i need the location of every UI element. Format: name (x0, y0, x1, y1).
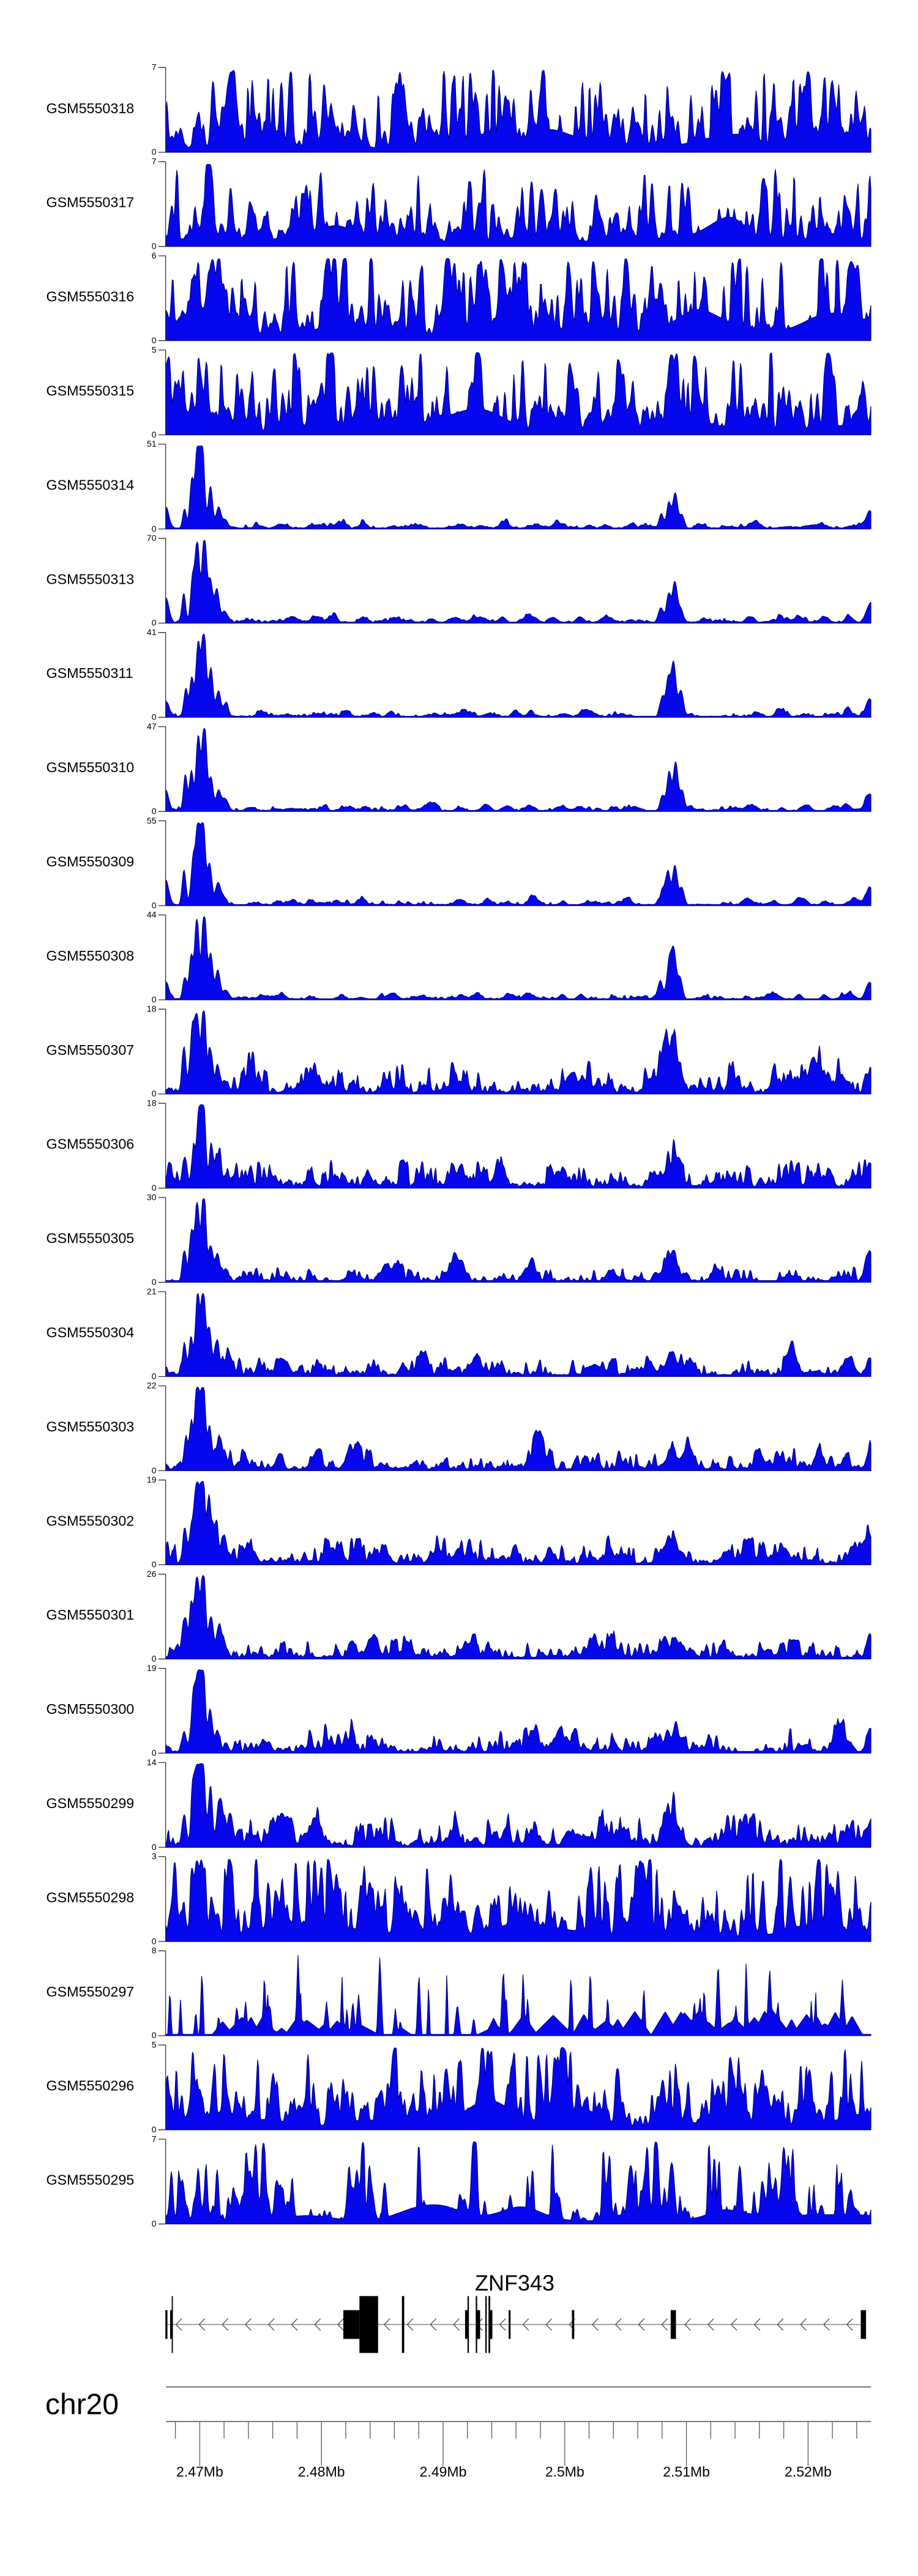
svg-text:6: 6 (152, 250, 157, 260)
svg-text:7: 7 (152, 62, 157, 72)
svg-text:GSM5550315: GSM5550315 (47, 383, 135, 399)
svg-text:30: 30 (147, 1192, 157, 1202)
svg-text:5: 5 (152, 344, 157, 354)
svg-text:14: 14 (147, 1757, 157, 1767)
svg-text:chr20: chr20 (45, 2389, 119, 2421)
svg-text:GSM5550310: GSM5550310 (47, 759, 135, 775)
svg-text:0: 0 (152, 900, 157, 910)
svg-text:GSM5550299: GSM5550299 (47, 1795, 135, 1811)
svg-text:0: 0 (152, 1371, 157, 1381)
svg-text:GSM5550309: GSM5550309 (47, 854, 135, 869)
svg-text:GSM5550314: GSM5550314 (47, 477, 135, 493)
svg-text:GSM5550311: GSM5550311 (47, 665, 133, 681)
svg-text:8: 8 (152, 1946, 157, 1956)
svg-text:2.51Mb: 2.51Mb (663, 2464, 710, 2480)
svg-text:47: 47 (147, 721, 157, 731)
svg-text:0: 0 (152, 1277, 157, 1287)
svg-text:GSM5550304: GSM5550304 (47, 1325, 135, 1341)
svg-text:21: 21 (147, 1286, 157, 1296)
svg-text:0: 0 (152, 618, 157, 628)
svg-text:55: 55 (147, 816, 157, 825)
svg-text:41: 41 (147, 627, 157, 637)
svg-text:3: 3 (152, 1852, 157, 1861)
svg-text:GSM5550305: GSM5550305 (47, 1230, 135, 1246)
svg-text:0: 0 (152, 430, 157, 439)
svg-text:22: 22 (147, 1380, 157, 1390)
svg-text:0: 0 (152, 524, 157, 534)
svg-text:GSM5550298: GSM5550298 (47, 1889, 135, 1905)
svg-text:2.52Mb: 2.52Mb (785, 2464, 832, 2480)
svg-text:19: 19 (147, 1663, 157, 1673)
svg-text:19: 19 (147, 1475, 157, 1484)
svg-text:0: 0 (152, 1183, 157, 1193)
svg-text:2.49Mb: 2.49Mb (420, 2464, 467, 2480)
svg-text:5: 5 (152, 2040, 157, 2050)
svg-text:GSM5550317: GSM5550317 (47, 195, 135, 210)
svg-text:2.48Mb: 2.48Mb (298, 2464, 345, 2480)
svg-text:GSM5550307: GSM5550307 (47, 1042, 135, 1058)
svg-text:2.5Mb: 2.5Mb (545, 2464, 584, 2480)
svg-text:7: 7 (152, 157, 157, 166)
svg-text:0: 0 (152, 1936, 157, 1946)
svg-text:7: 7 (152, 2134, 157, 2143)
svg-text:GSM5550316: GSM5550316 (47, 289, 135, 305)
svg-text:GSM5550296: GSM5550296 (47, 2078, 135, 2094)
svg-text:0: 0 (152, 1842, 157, 1852)
svg-text:GSM5550303: GSM5550303 (47, 1418, 135, 1434)
svg-text:18: 18 (147, 1004, 157, 1014)
svg-text:GSM5550297: GSM5550297 (47, 1984, 135, 2000)
svg-text:GSM5550318: GSM5550318 (47, 100, 135, 116)
svg-text:GSM5550300: GSM5550300 (47, 1701, 135, 1717)
svg-text:GSM5550295: GSM5550295 (47, 2172, 135, 2188)
svg-text:18: 18 (147, 1098, 157, 1108)
svg-text:2.47Mb: 2.47Mb (176, 2464, 223, 2480)
svg-text:GSM5550301: GSM5550301 (47, 1607, 135, 1623)
svg-text:44: 44 (147, 910, 157, 920)
svg-text:0: 0 (152, 1654, 157, 1664)
svg-text:0: 0 (152, 2219, 157, 2228)
svg-text:0: 0 (152, 1465, 157, 1475)
svg-text:0: 0 (152, 994, 157, 1004)
svg-text:0: 0 (152, 1560, 157, 1569)
svg-text:0: 0 (152, 2124, 157, 2134)
svg-text:0: 0 (152, 712, 157, 722)
svg-text:GSM5550302: GSM5550302 (47, 1513, 135, 1528)
svg-text:GSM5550308: GSM5550308 (47, 948, 135, 964)
svg-text:0: 0 (152, 1089, 157, 1098)
svg-text:0: 0 (152, 2030, 157, 2040)
svg-text:GSM5550306: GSM5550306 (47, 1136, 135, 1152)
svg-text:0: 0 (152, 806, 157, 816)
svg-text:GSM5550313: GSM5550313 (47, 571, 135, 587)
svg-text:70: 70 (147, 533, 157, 543)
svg-text:51: 51 (147, 439, 157, 449)
svg-text:ZNF343: ZNF343 (475, 2271, 554, 2296)
svg-text:0: 0 (152, 147, 157, 157)
svg-text:0: 0 (152, 1748, 157, 1758)
svg-text:0: 0 (152, 335, 157, 345)
svg-text:0: 0 (152, 241, 157, 251)
svg-text:26: 26 (147, 1569, 157, 1579)
